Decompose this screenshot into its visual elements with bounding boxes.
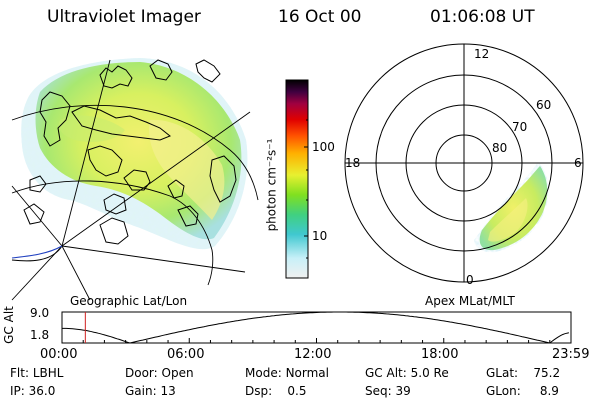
altitude-ylabel: GC Alt (1, 306, 16, 344)
ip-value: 36.0 (28, 384, 56, 398)
gain-label: Gain: (125, 384, 157, 398)
polar-image-panel (344, 43, 584, 283)
info-ip: IP: 36.0 (10, 384, 55, 398)
info-seq: Seq: 39 (365, 384, 411, 398)
info-gain: Gain: 13 (125, 384, 176, 398)
mlt-label-6: 6 (574, 156, 582, 170)
altitude-ytick-max: 9.0 (30, 306, 50, 320)
filter-value: LBHL (32, 366, 64, 380)
dsp-label: Dsp: (245, 384, 273, 398)
colorbar-tick-10: 10 (312, 229, 328, 243)
colorbar-tick-marks (304, 119, 308, 259)
seq-label: Seq: (365, 384, 392, 398)
mlt-label-18: 18 (345, 156, 361, 170)
altitude-xtick-0: 00:00 (40, 347, 78, 362)
geo-panel-label: Geographic Lat/Lon (70, 294, 188, 308)
altitude-xtick-1: 06:00 (167, 347, 205, 362)
mode-label: Mode: (245, 366, 282, 380)
altitude-ytick-min: 1.8 (30, 328, 50, 342)
altitude-curve (62, 311, 569, 344)
door-label: Door: (125, 366, 158, 380)
mlt-label-12: 12 (474, 47, 490, 61)
seq-value: 39 (395, 384, 411, 398)
lat-label-70: 70 (512, 120, 528, 134)
colorbar (285, 79, 309, 279)
door-value: Open (161, 366, 194, 380)
glon-label: GLon: (486, 384, 521, 398)
colorbar-unit-label: photon cm⁻²s⁻¹ (264, 138, 279, 232)
altitude-plot (61, 311, 572, 344)
glon-value: 8.9 (539, 384, 559, 398)
colorbar-tick-100: 100 (312, 140, 335, 154)
lat-label-60: 60 (536, 98, 552, 112)
info-dsp: Dsp: 0.5 (245, 384, 307, 398)
info-glat: GLat: 75.2 (486, 366, 560, 380)
instrument-title: Ultraviolet Imager (47, 7, 201, 27)
gain-value: 13 (160, 384, 176, 398)
lat-label-80: 80 (492, 141, 508, 155)
altitude-xtick-2: 12:00 (294, 347, 332, 362)
glat-label: GLat: (486, 366, 519, 380)
info-glon: GLon: 8.9 (486, 384, 559, 398)
info-filter: Flt: LBHL (10, 366, 63, 380)
date-label: 16 Oct 00 (278, 7, 362, 27)
glat-value: 75.2 (533, 366, 561, 380)
dsp-value: 0.5 (287, 384, 307, 398)
ip-label: IP: (10, 384, 25, 398)
mlt-label-0: 0 (466, 273, 474, 287)
altitude-xtick-3: 18:00 (421, 347, 459, 362)
polar-panel-label: Apex MLat/MLT (425, 294, 515, 308)
mode-value: Normal (285, 366, 329, 380)
filter-label: Flt: (10, 366, 29, 380)
info-gc-alt: GC Alt: 5.0 Re (365, 366, 449, 380)
gc-alt-label: GC Alt: (365, 366, 407, 380)
geographic-image-panel (11, 58, 259, 301)
gc-alt-value: 5.0 Re (410, 366, 449, 380)
altitude-xtick-4: 23:59 (552, 347, 590, 362)
info-mode: Mode: Normal (245, 366, 329, 380)
info-door: Door: Open (125, 366, 194, 380)
time-label: 01:06:08 UT (430, 7, 535, 27)
